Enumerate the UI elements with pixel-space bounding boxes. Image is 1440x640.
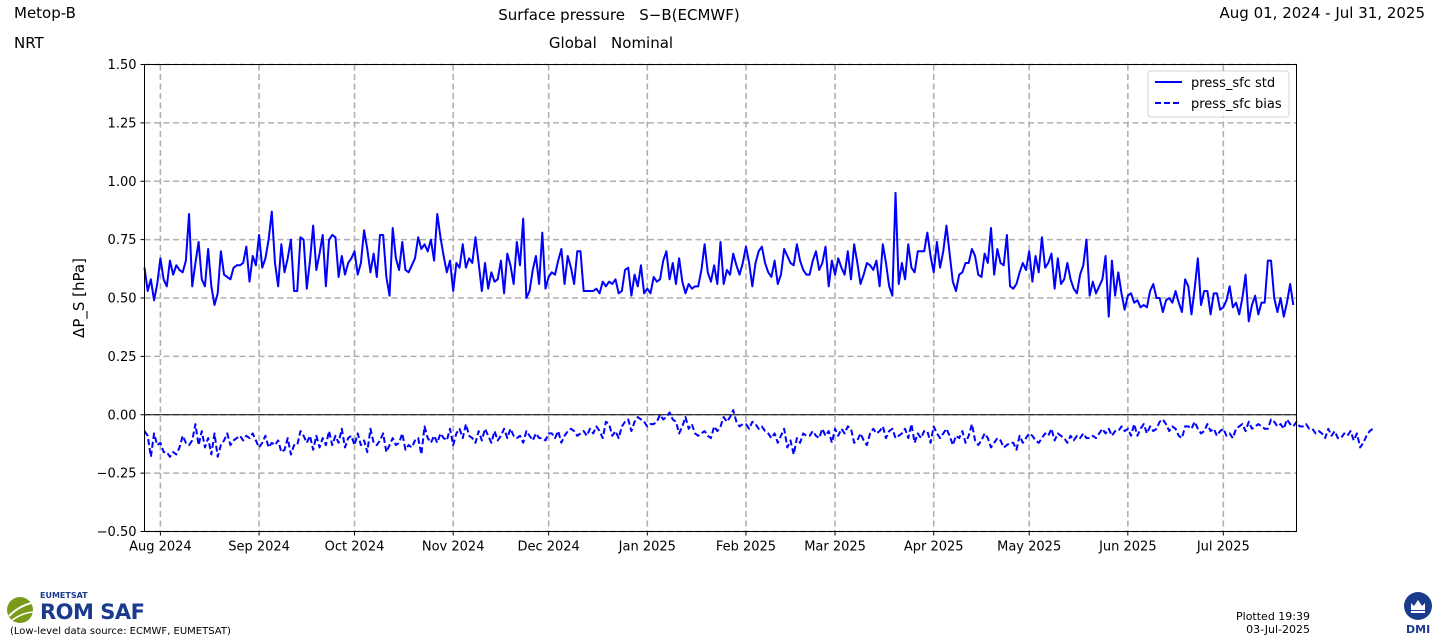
grid-lines <box>144 63 1297 533</box>
dmi-crown-icon <box>1403 591 1433 621</box>
date-range: Aug 01, 2024 - Jul 31, 2025 <box>1219 4 1425 22</box>
x-tick-label: Jun 2025 <box>1098 540 1157 555</box>
x-tick-label: Apr 2025 <box>904 540 964 555</box>
romsaf-label: ROM SAF <box>40 600 145 624</box>
x-tick-label: May 2025 <box>997 540 1061 555</box>
romsaf-logo-icon <box>5 594 39 628</box>
plotted-timestamp: Plotted 19:39 03-Jul-2025 <box>1236 610 1310 636</box>
legend-box <box>1147 70 1290 118</box>
plotted-time: Plotted 19:39 <box>1236 610 1310 623</box>
chart-title: Surface pressure S−B(ECMWF) <box>498 6 740 24</box>
y-tick-label: 0.25 <box>108 350 137 365</box>
mode-label: NRT <box>14 34 44 52</box>
x-tick-label: Sep 2024 <box>228 540 290 555</box>
y-tick-label: 0.00 <box>108 408 137 423</box>
x-tick-label: Aug 2024 <box>129 540 192 555</box>
y-axis-label: ΔP_S [hPa] <box>70 258 89 338</box>
y-tick-label: 1.00 <box>108 175 137 190</box>
x-tick-label: Dec 2024 <box>517 540 579 555</box>
series-layer <box>143 191 1374 458</box>
y-tick-label: −0.25 <box>97 467 137 482</box>
y-tick-label: 1.50 <box>108 58 137 73</box>
y-tick-label: 0.75 <box>108 233 137 248</box>
legend: press_sfc std press_sfc bias <box>1147 70 1290 118</box>
legend-bias-label: press_sfc bias <box>1191 97 1282 112</box>
x-tick-label: Jul 2025 <box>1196 540 1250 555</box>
dmi-label: DMI <box>1406 623 1431 636</box>
axis-layer: −0.50 −0.25 0.00 0.25 0.50 0.75 1.00 1.25 1.50 Au… <box>97 58 1250 555</box>
x-tick-label: Mar 2025 <box>804 540 866 555</box>
x-tick-label: Nov 2024 <box>422 540 485 555</box>
chart-subtitle: Global Nominal <box>548 34 674 52</box>
satellite-label: Metop-B <box>14 4 76 22</box>
x-tick-label: Feb 2025 <box>716 540 776 555</box>
y-tick-label: −0.50 <box>97 525 137 540</box>
series-line-bias <box>143 409 1374 458</box>
legend-std-label: press_sfc std <box>1191 76 1275 91</box>
eumetsat-label: EUMETSAT <box>40 591 88 600</box>
plotted-date: 03-Jul-2025 <box>1246 623 1310 636</box>
x-tick-label: Jan 2025 <box>618 540 676 555</box>
y-tick-label: 0.50 <box>108 292 137 307</box>
x-tick-label: Oct 2024 <box>325 540 385 555</box>
y-tick-label: 1.25 <box>108 116 137 131</box>
series-line-std <box>143 191 1295 323</box>
data-source-note: (Low-level data source: ECMWF, EUMETSAT) <box>10 626 231 637</box>
